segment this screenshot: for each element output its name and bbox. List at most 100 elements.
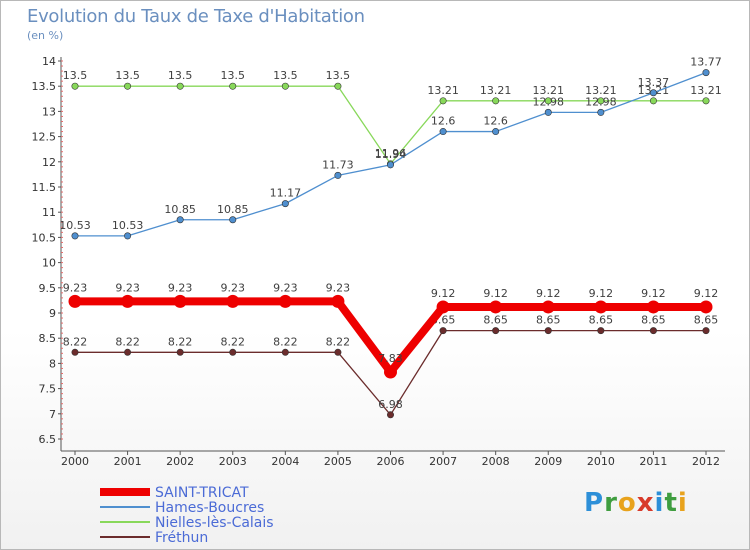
data-label: 12.98 [585, 95, 617, 108]
data-point [68, 294, 82, 308]
x-tick-label: 2010 [587, 455, 615, 468]
data-point [489, 300, 503, 314]
data-label: 9.12 [589, 287, 614, 300]
y-tick-label: 7.5 [39, 383, 57, 396]
data-point [124, 348, 132, 356]
data-point [439, 97, 447, 105]
data-point [646, 300, 660, 314]
data-point [71, 82, 79, 90]
data-label: 9.23 [326, 281, 351, 294]
data-point [649, 89, 657, 97]
data-label: 13.5 [273, 69, 298, 82]
data-label: 9.12 [641, 287, 666, 300]
y-tick-label: 9.5 [39, 282, 57, 295]
y-tick-label: 7 [49, 408, 56, 421]
legend-label: Fréthun [155, 530, 208, 546]
data-point [594, 300, 608, 314]
data-label: 8.22 [326, 335, 351, 348]
x-tick-label: 2000 [61, 455, 89, 468]
data-point [541, 300, 555, 314]
y-tick-label: 12.5 [32, 131, 57, 144]
data-point [702, 327, 710, 335]
logo-letter: o [617, 488, 637, 518]
data-label: 8.22 [63, 335, 88, 348]
x-tick-label: 2004 [271, 455, 299, 468]
data-label: 11.96 [375, 147, 407, 160]
data-point [334, 348, 342, 356]
data-point [334, 171, 342, 179]
x-tick-label: 2007 [429, 455, 457, 468]
data-point [702, 97, 710, 105]
data-point [176, 348, 184, 356]
y-tick-label: 8 [49, 357, 56, 370]
x-tick-label: 2011 [639, 455, 667, 468]
x-tick-label: 2003 [219, 455, 247, 468]
data-point [597, 97, 605, 105]
y-tick-label: 11 [42, 206, 56, 219]
data-label: 6.98 [378, 398, 403, 411]
logo-letter: t [664, 488, 678, 518]
data-label: 11.73 [322, 158, 354, 171]
data-point [176, 216, 184, 224]
data-point [649, 327, 657, 335]
logo-letter: i [654, 488, 665, 518]
y-tick-label: 6.5 [39, 433, 57, 446]
data-label: 13.5 [63, 69, 88, 82]
legend-label: Nielles-lès-Calais [155, 515, 274, 531]
y-tick-label: 13 [42, 105, 56, 118]
data-point [229, 216, 237, 224]
x-tick-label: 2002 [166, 455, 194, 468]
data-label: 10.85 [164, 203, 196, 216]
y-tick-label: 8.5 [39, 332, 57, 345]
data-label: 8.22 [168, 335, 193, 348]
data-point [492, 128, 500, 136]
data-point [699, 300, 713, 314]
data-point [278, 294, 292, 308]
data-label: 8.22 [115, 335, 140, 348]
data-point [229, 82, 237, 90]
data-point [334, 82, 342, 90]
data-point [124, 82, 132, 90]
data-label: 9.23 [221, 281, 246, 294]
logo-letter: i [677, 488, 688, 518]
data-point [439, 128, 447, 136]
data-label: 13.21 [585, 84, 617, 97]
data-point [173, 294, 187, 308]
data-point [281, 200, 289, 208]
data-label: 9.23 [168, 281, 193, 294]
data-point [281, 82, 289, 90]
data-label: 8.22 [273, 335, 298, 348]
data-label: 13.5 [168, 69, 193, 82]
data-label: 13.21 [427, 84, 459, 97]
data-point [386, 161, 394, 169]
data-label: 10.53 [59, 219, 91, 232]
data-label: 12.98 [533, 95, 565, 108]
data-label: 10.53 [112, 219, 144, 232]
data-point [436, 300, 450, 314]
data-label: 9.12 [483, 287, 508, 300]
data-label: 8.22 [221, 335, 246, 348]
data-point [71, 232, 79, 240]
data-label: 9.23 [115, 281, 140, 294]
data-label: 9.23 [63, 281, 88, 294]
data-label: 8.65 [483, 314, 508, 327]
x-tick-label: 2012 [692, 455, 720, 468]
data-label: 10.85 [217, 203, 249, 216]
data-label: 9.23 [273, 281, 298, 294]
data-point [597, 108, 605, 116]
data-label: 13.5 [326, 69, 351, 82]
data-label: 13.21 [690, 84, 722, 97]
data-label: 13.21 [480, 84, 512, 97]
data-point [229, 348, 237, 356]
x-tick-label: 2006 [377, 455, 405, 468]
data-label: 13.37 [638, 76, 670, 89]
chart-unit-label: (en %) [27, 29, 64, 42]
data-point [492, 97, 500, 105]
y-tick-label: 9 [49, 307, 56, 320]
data-point [384, 365, 397, 379]
x-tick-label: 2009 [534, 455, 562, 468]
logo-letter: r [604, 488, 618, 518]
data-point [649, 97, 657, 105]
data-point [121, 294, 135, 308]
